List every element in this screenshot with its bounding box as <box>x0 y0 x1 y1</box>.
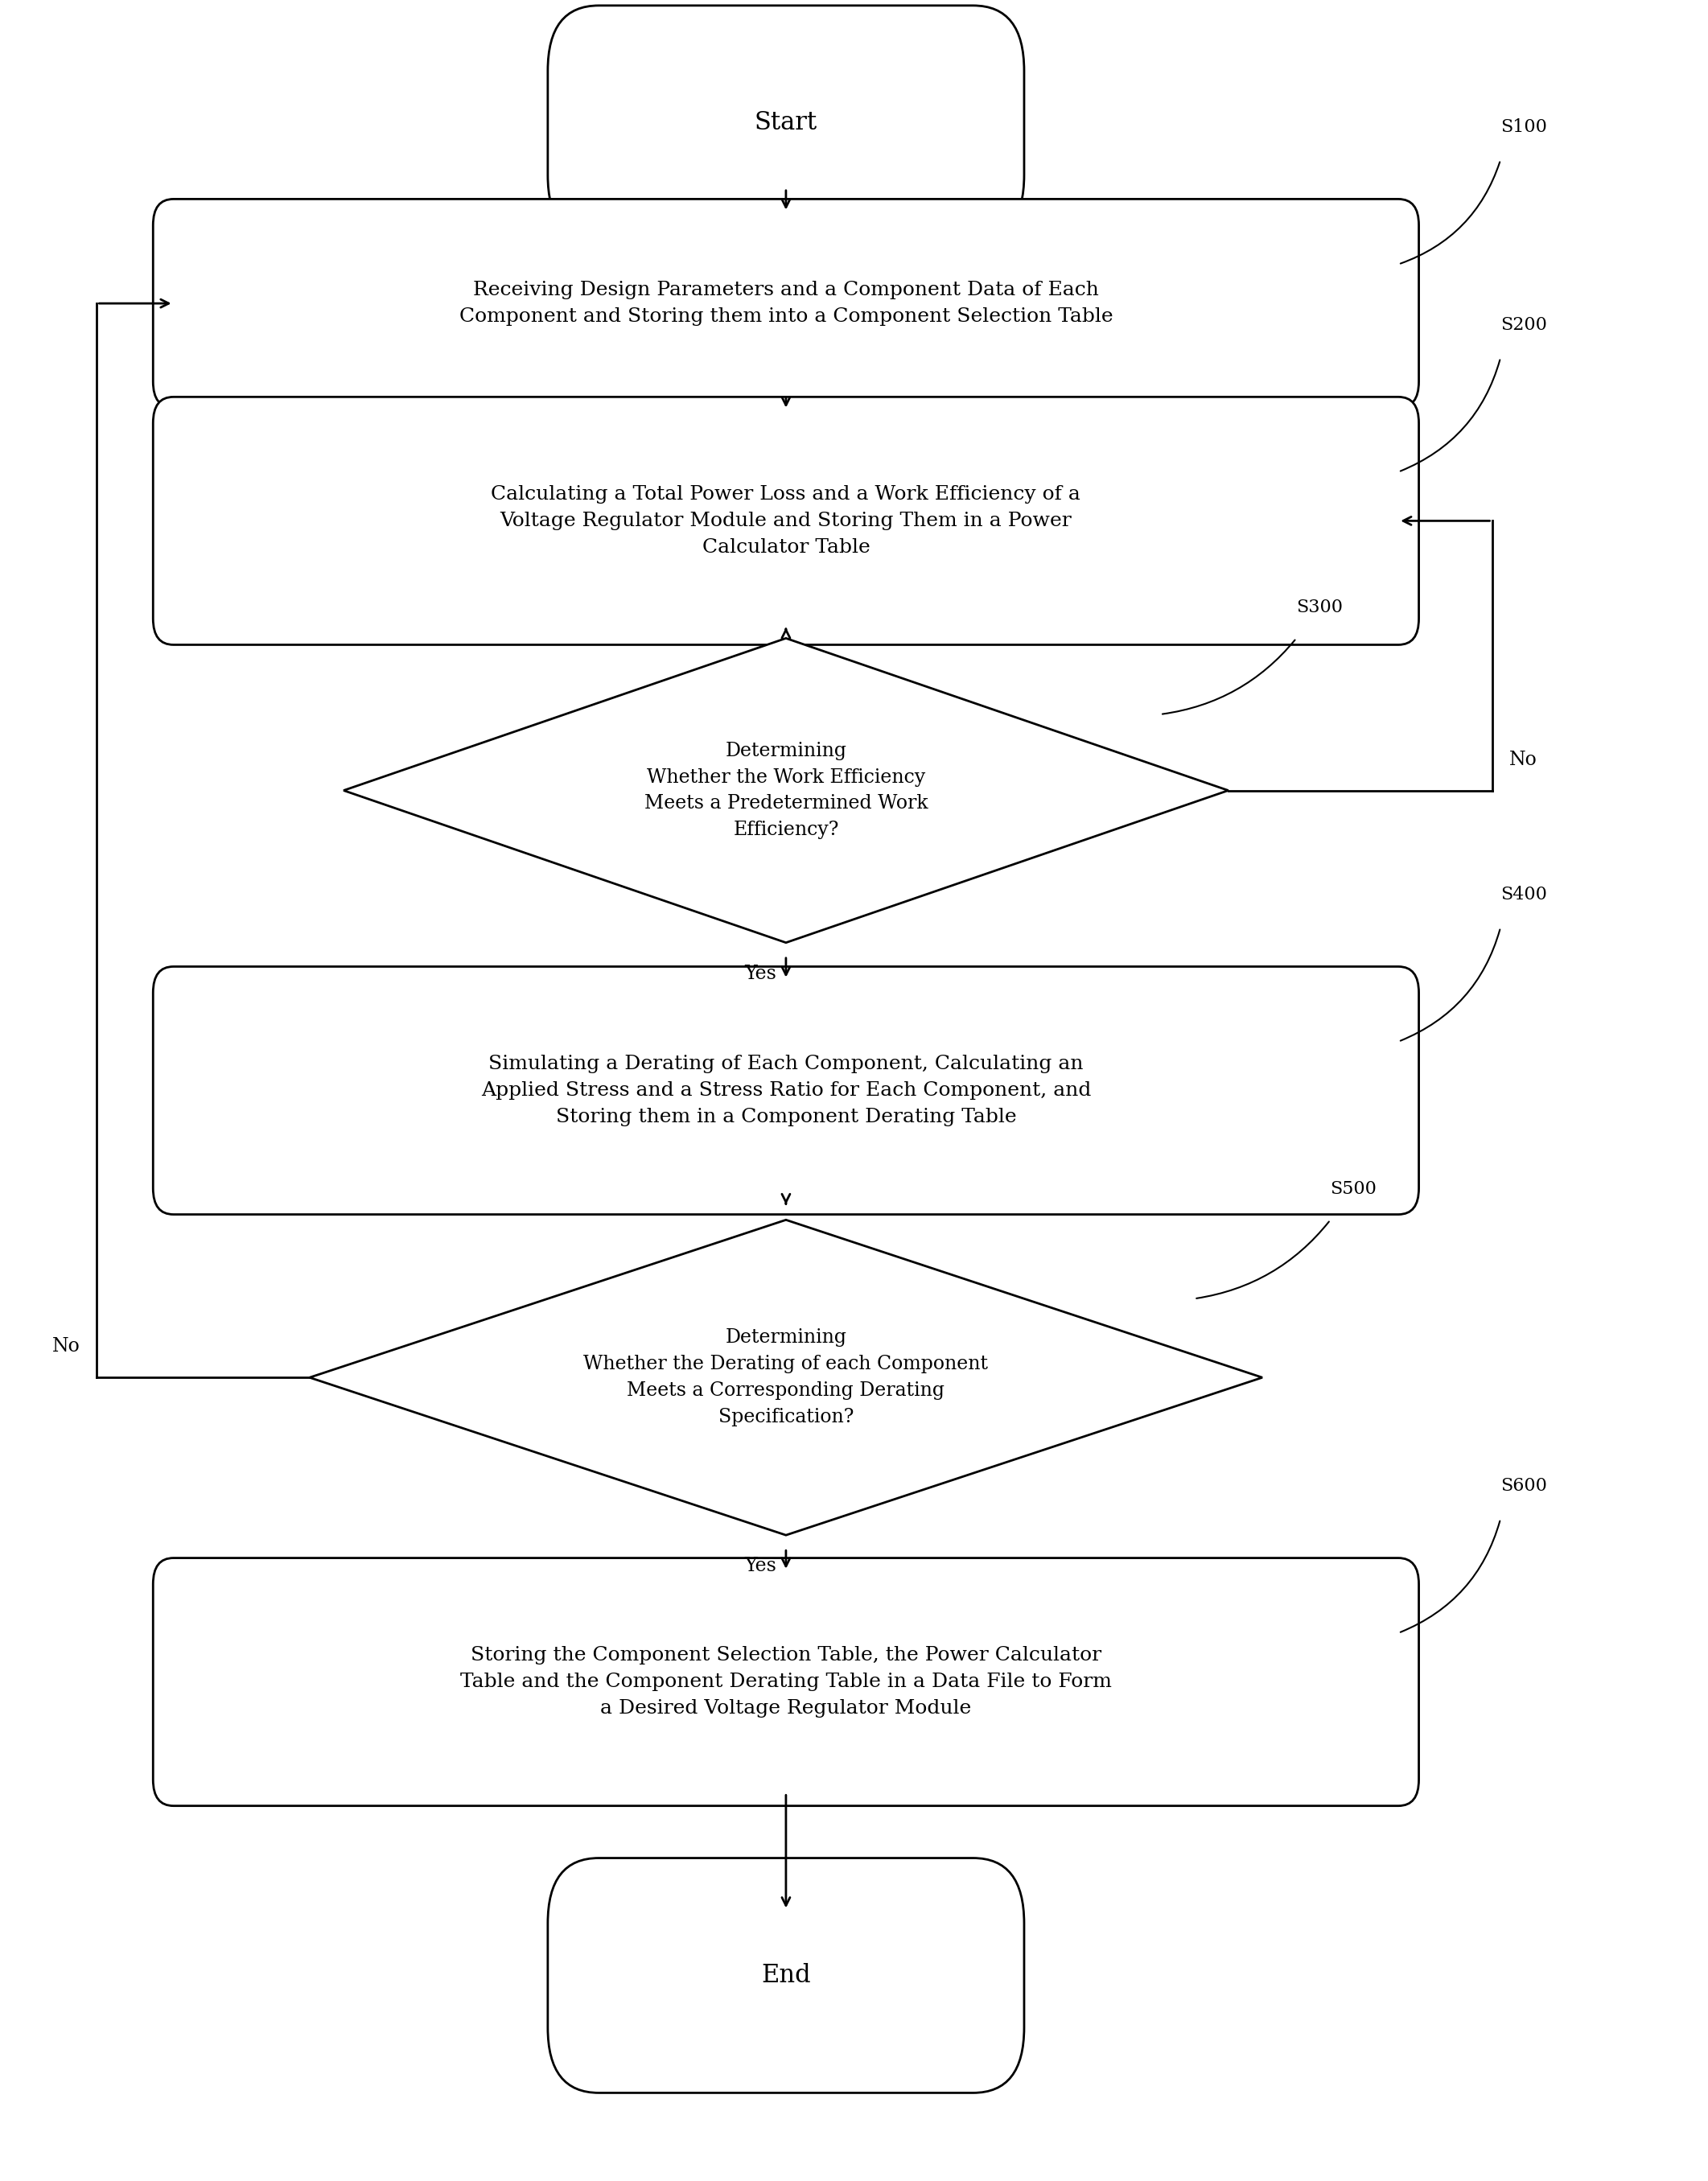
Text: Start: Start <box>755 111 818 135</box>
FancyBboxPatch shape <box>154 966 1419 1215</box>
Text: Determining
Whether the Work Efficiency
Meets a Predetermined Work
Efficiency?: Determining Whether the Work Efficiency … <box>644 742 927 840</box>
FancyBboxPatch shape <box>548 1858 1025 2094</box>
Text: Receiving Design Parameters and a Component Data of Each
Component and Storing t: Receiving Design Parameters and a Compon… <box>459 281 1114 325</box>
Text: S100: S100 <box>1501 118 1547 135</box>
Text: S400: S400 <box>1501 885 1547 903</box>
FancyBboxPatch shape <box>548 7 1025 240</box>
Text: Yes: Yes <box>745 1557 777 1575</box>
Text: S200: S200 <box>1501 316 1547 334</box>
Polygon shape <box>309 1219 1262 1535</box>
FancyBboxPatch shape <box>154 1557 1419 1806</box>
Text: Storing the Component Selection Table, the Power Calculator
Table and the Compon: Storing the Component Selection Table, t… <box>459 1647 1112 1719</box>
Text: Calculating a Total Power Loss and a Work Efficiency of a
Voltage Regulator Modu: Calculating a Total Power Loss and a Wor… <box>492 484 1081 556</box>
FancyBboxPatch shape <box>154 198 1419 408</box>
Text: Yes: Yes <box>745 964 777 984</box>
Text: S300: S300 <box>1296 600 1342 617</box>
Text: End: End <box>762 1963 811 1987</box>
FancyBboxPatch shape <box>154 397 1419 646</box>
Text: Simulating a Derating of Each Component, Calculating an
Applied Stress and a Str: Simulating a Derating of Each Component,… <box>482 1056 1091 1125</box>
Text: Determining
Whether the Derating of each Component
Meets a Corresponding Deratin: Determining Whether the Derating of each… <box>584 1328 989 1426</box>
Text: S500: S500 <box>1331 1180 1377 1197</box>
Text: No: No <box>51 1337 80 1357</box>
Text: No: No <box>1508 750 1537 768</box>
Text: S600: S600 <box>1501 1477 1547 1494</box>
Polygon shape <box>343 639 1228 942</box>
